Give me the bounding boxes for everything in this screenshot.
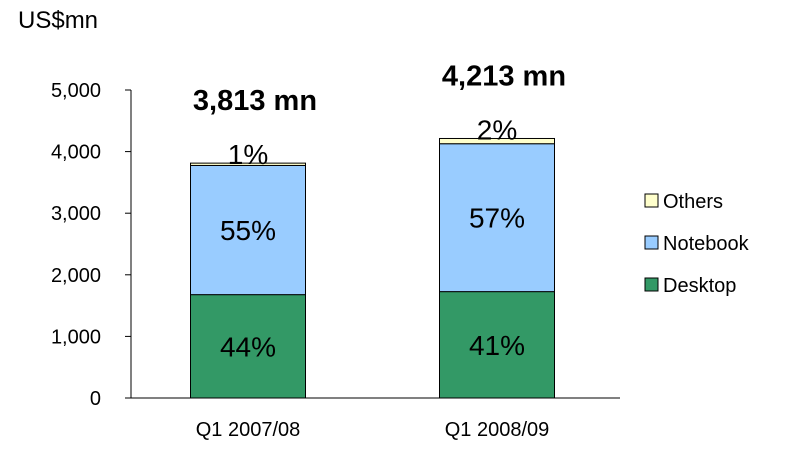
bar-segment-desktop — [190, 294, 306, 399]
segment-label-others: 2% — [477, 114, 517, 145]
bars-group: 44% 55% 1% Q1 2007/08 3,813 mn 41% 57% 2% Q1 200… — [190, 60, 566, 441]
bar-total-label: 4,213 mn — [442, 60, 566, 92]
axes: 0 1,000 2,000 3,000 4,000 5,000 — [51, 80, 620, 410]
legend-swatch-others — [644, 193, 659, 208]
legend-label-desktop: Desktop — [663, 275, 736, 297]
bar-segment-others — [439, 137, 555, 145]
segment-label-notebook: 55% — [220, 215, 276, 246]
segment-label-desktop: 41% — [469, 330, 525, 361]
x-category-label: Q1 2008/09 — [445, 419, 550, 441]
segment-label-notebook: 57% — [469, 203, 525, 234]
y-tick-label: 4,000 — [51, 142, 101, 164]
legend-swatch-notebook — [644, 235, 659, 250]
legend-label-others: Others — [663, 191, 723, 213]
bar-segment-notebook — [439, 143, 555, 293]
segment-label-others: 1% — [228, 139, 268, 170]
y-tick-label: 0 — [90, 388, 101, 410]
legend-label-notebook: Notebook — [663, 233, 750, 255]
legend: Others Notebook Desktop — [644, 191, 750, 297]
legend-swatch-desktop — [644, 277, 659, 292]
unit-label: US$mn — [18, 7, 98, 34]
x-category-label: Q1 2007/08 — [196, 419, 301, 441]
y-tick-label: 5,000 — [51, 80, 101, 102]
y-tick-label: 2,000 — [51, 265, 101, 287]
bar-total-label: 3,813 mn — [193, 85, 317, 117]
bar-segment-desktop — [439, 291, 555, 399]
bar-segment-notebook — [190, 164, 306, 296]
y-tick-label: 3,000 — [51, 203, 101, 225]
y-tick-label: 1,000 — [51, 326, 101, 348]
bar-segment-others — [190, 162, 306, 166]
segment-label-desktop: 44% — [220, 331, 276, 362]
